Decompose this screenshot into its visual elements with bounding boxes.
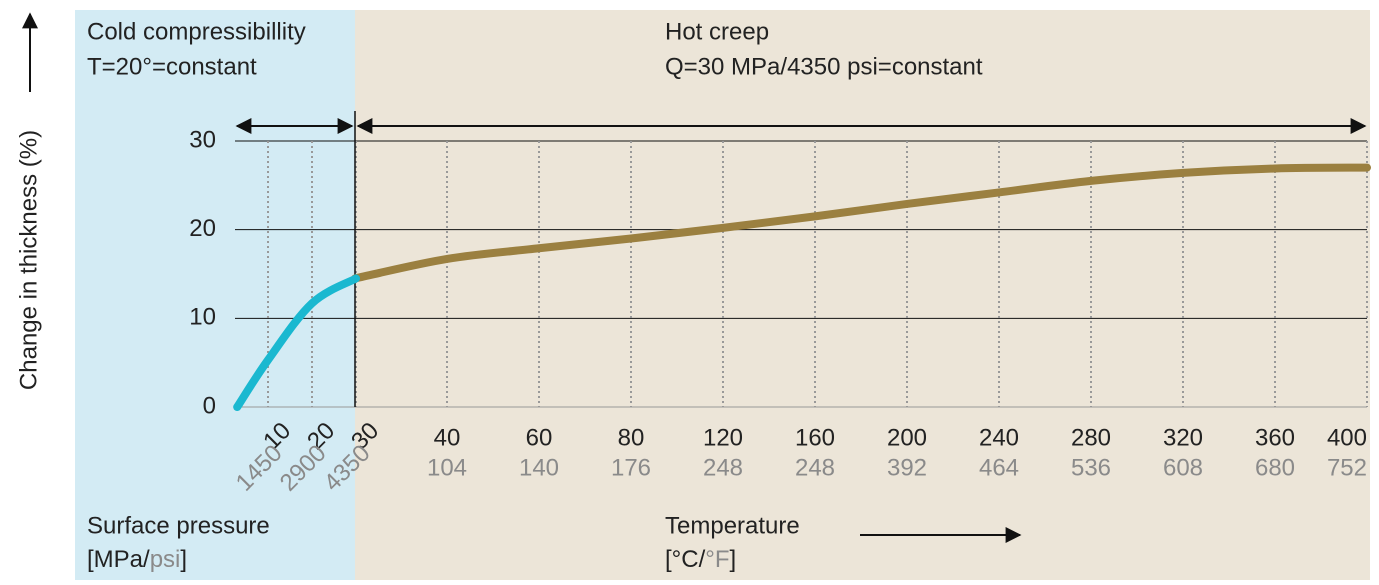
y-label: Change in thickness (%): [15, 130, 42, 390]
x-tick-label-secondary: 680: [1255, 454, 1295, 481]
x-tick-label: 120: [703, 424, 743, 451]
x-tick-label: 240: [979, 424, 1019, 451]
x-tick-label: 60: [526, 424, 553, 451]
cold-panel: [75, 10, 355, 580]
x-unit: [MPa/psi]: [87, 546, 187, 573]
x-tick-label: 40: [434, 424, 461, 451]
x-tick-label: 200: [887, 424, 927, 451]
x-tick-label-secondary: 464: [979, 454, 1019, 481]
hot-panel: [355, 10, 1370, 580]
x-unit-part: °F: [705, 546, 729, 573]
x-unit-part: [°C/: [665, 546, 706, 573]
x-tick-label: 400: [1327, 424, 1367, 451]
x-tick-label: 160: [795, 424, 835, 451]
x-tick-label-secondary: 140: [519, 454, 559, 481]
x-tick-label: 280: [1071, 424, 1111, 451]
x-unit-part: [MPa/: [87, 546, 150, 573]
x-tick-label: 80: [618, 424, 645, 451]
x-tick-label-secondary: 248: [703, 454, 743, 481]
y-tick-label: 0: [203, 392, 216, 419]
series-line: [351, 163, 1371, 283]
panel-subtitle: T=20°=constant: [87, 53, 257, 80]
x-unit-part: psi: [150, 546, 181, 573]
y-tick-label: 20: [189, 215, 216, 242]
x-tick-label-secondary: 608: [1163, 454, 1203, 481]
x-tick-label-secondary: 392: [887, 454, 927, 481]
x-tick-label: 320: [1163, 424, 1203, 451]
x-tick-label-secondary: 176: [611, 454, 651, 481]
x-label: Surface pressure: [87, 512, 270, 539]
x-tick-label-secondary: 104: [427, 454, 467, 481]
x-tick-label-secondary: 536: [1071, 454, 1111, 481]
x-tick-label-secondary: 248: [795, 454, 835, 481]
x-tick-label: 360: [1255, 424, 1295, 451]
panel-subtitle: Q=30 MPa/4350 psi=constant: [665, 53, 983, 80]
x-unit-part: ]: [730, 546, 737, 573]
y-tick-label: 30: [189, 126, 216, 153]
x-label: Temperature: [665, 512, 800, 539]
x-tick-label-secondary: 752: [1327, 454, 1367, 481]
y-tick-label: 10: [189, 304, 216, 331]
series-line: [233, 274, 360, 411]
x-unit-part: ]: [180, 546, 187, 573]
panel-title: Cold compressibillity: [87, 18, 306, 45]
panel-title: Hot creep: [665, 18, 769, 45]
x-unit: [°C/°F]: [665, 546, 736, 573]
